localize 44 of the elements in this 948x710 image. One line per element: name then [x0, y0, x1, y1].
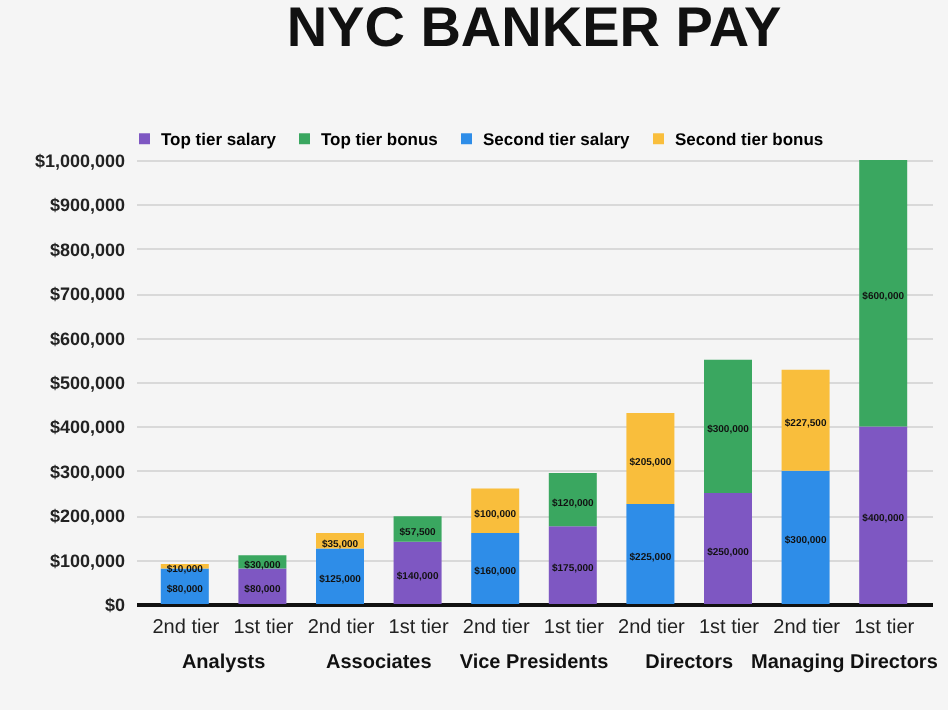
x-tick-label: 2nd tier	[307, 617, 376, 639]
bar	[316, 548, 364, 604]
y-tick-label: $900,000	[49, 195, 125, 216]
y-tick-label: $300,000	[49, 461, 125, 482]
legend-label: Top tier salary	[161, 128, 277, 149]
y-tick-label: $500,000	[49, 373, 125, 393]
x-tick-label: 1st tier	[388, 617, 450, 639]
bar	[859, 426, 908, 604]
legend-label: Second tier bonus	[675, 128, 824, 149]
x-tick-label: 1st tier	[854, 617, 916, 639]
bar	[548, 473, 597, 527]
y-tick-label: $800,000	[49, 239, 125, 260]
bar	[548, 526, 597, 604]
x-tick-label: 2nd tier	[773, 617, 842, 639]
x-tick-label: 2nd tier	[152, 617, 221, 639]
y-tick-label: $700,000	[49, 284, 125, 305]
x-tick-label: 1st tier	[233, 617, 295, 639]
bar	[781, 470, 830, 604]
bar	[626, 504, 675, 604]
bar	[704, 359, 752, 493]
bar	[704, 493, 752, 604]
chart-title: NYC BANKER PAY	[286, 0, 783, 58]
y-tick-label: $100,000	[49, 550, 125, 571]
bar	[471, 532, 520, 604]
y-tick-label: $0	[104, 595, 125, 615]
text: Analysts	[181, 652, 267, 674]
x-tick-label: 2nd tier	[618, 617, 687, 639]
y-tick-label: $1,000,000	[34, 151, 125, 171]
bar	[626, 413, 675, 505]
x-tick-label: 1st tier	[698, 617, 761, 639]
bar	[393, 541, 442, 604]
text: Directors	[645, 652, 734, 674]
text: Managing Directors	[751, 652, 939, 674]
bar	[781, 369, 830, 471]
y-tick-label: $600,000	[49, 328, 125, 349]
bar	[859, 160, 908, 427]
text: Vice Presidents	[459, 652, 610, 674]
legend-label: Second tier salary	[483, 128, 630, 149]
x-tick-label: 1st tier	[543, 617, 606, 639]
legend-label: Top tier bonus	[321, 128, 439, 149]
y-tick-label: $200,000	[49, 506, 125, 527]
text: Associates	[325, 652, 433, 674]
y-tick-label: $400,000	[49, 417, 125, 438]
x-tick-label: 2nd tier	[462, 617, 531, 639]
